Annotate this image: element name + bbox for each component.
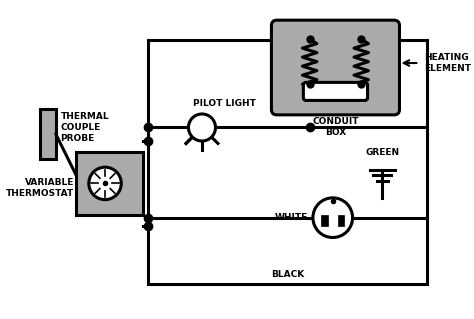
Text: VARIABLE
THERMOSTAT: VARIABLE THERMOSTAT — [6, 178, 74, 198]
Bar — [337, 214, 344, 226]
Circle shape — [313, 198, 353, 238]
Text: BLACK: BLACK — [271, 270, 304, 279]
Circle shape — [89, 167, 121, 200]
Bar — [40, 109, 56, 159]
Text: GREEN: GREEN — [365, 148, 400, 157]
FancyBboxPatch shape — [272, 20, 400, 115]
Text: PILOT LIGHT: PILOT LIGHT — [193, 99, 256, 108]
Text: CONDUIT
BOX: CONDUIT BOX — [312, 117, 359, 137]
Bar — [76, 152, 143, 215]
Text: WHITE: WHITE — [275, 213, 309, 222]
Circle shape — [189, 114, 216, 141]
Circle shape — [189, 114, 216, 141]
FancyBboxPatch shape — [303, 82, 367, 100]
Circle shape — [313, 198, 353, 238]
Bar — [321, 214, 328, 226]
Text: THERMAL
COUPLE
PROBE: THERMAL COUPLE PROBE — [60, 112, 109, 143]
Text: HEATING
ELEMENT: HEATING ELEMENT — [424, 53, 471, 73]
